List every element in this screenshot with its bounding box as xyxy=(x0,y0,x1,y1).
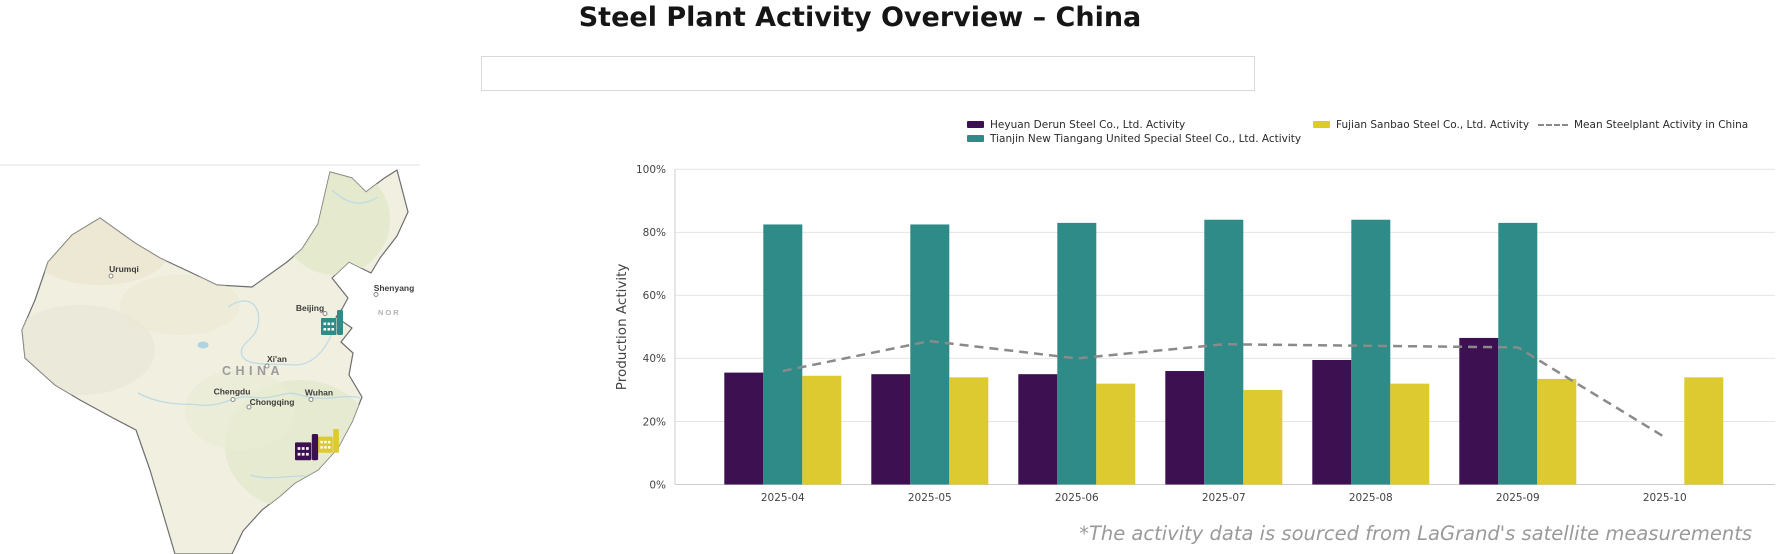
bar xyxy=(724,372,764,485)
bar xyxy=(763,224,803,485)
city-label: Urumqi xyxy=(109,264,139,274)
legend-swatch-fujian xyxy=(1313,121,1330,128)
x-tick-label: 2025-05 xyxy=(908,492,952,504)
legend-label: Fujian Sanbao Steel Co., Ltd. Activity xyxy=(1336,118,1530,131)
city-label: Wuhan xyxy=(305,388,333,398)
x-tick-label: 2025-08 xyxy=(1349,492,1393,504)
city-label: Chengdu xyxy=(214,387,251,397)
bar xyxy=(1096,383,1136,485)
legend-label: Tianjin New Tiangang United Special Stee… xyxy=(990,132,1302,145)
activity-bar-chart: 0% 20% 40% 60% 80% 100% 2025-04 2025-05 2025-06 2… xyxy=(614,164,1775,504)
factory-icon xyxy=(321,310,343,335)
city-dot xyxy=(108,273,114,279)
city-dot xyxy=(373,292,379,297)
bar xyxy=(1204,219,1244,485)
legend-swatch-tianjin xyxy=(967,135,984,142)
bar xyxy=(1351,219,1391,485)
legend-item-mean: Mean Steelplant Activity in China xyxy=(1538,118,1748,131)
y-axis-label: Production Activity xyxy=(614,264,630,391)
rivers xyxy=(137,189,379,479)
chart-legend: Heyuan Derun Steel Co., Ltd. Activity Ti… xyxy=(481,56,1748,145)
x-tick-label: 2025-09 xyxy=(1496,492,1540,504)
legend-swatch-heyuan xyxy=(967,121,984,128)
legend-item-heyuan: Heyuan Derun Steel Co., Ltd. Activity xyxy=(967,118,1185,131)
y-tick-label: 100% xyxy=(636,164,666,176)
page-title: Steel Plant Activity Overview – China xyxy=(578,2,1142,33)
legend-label: Mean Steelplant Activity in China xyxy=(1574,118,1749,131)
bar xyxy=(949,377,989,485)
neighbor-country-label: NOR xyxy=(378,308,401,317)
x-tick-label: 2025-06 xyxy=(1055,492,1099,504)
bar xyxy=(1684,377,1724,485)
bar xyxy=(1459,337,1499,485)
city-label: Chongqing xyxy=(250,397,295,407)
mean-line xyxy=(782,339,1666,439)
bar xyxy=(1390,383,1430,485)
dashed-line-icon xyxy=(1538,123,1568,126)
city-label: Beijing xyxy=(296,303,324,313)
bar xyxy=(1312,359,1352,485)
bar xyxy=(1057,222,1097,485)
x-tick-label: 2025-10 xyxy=(1643,492,1687,504)
city-dot xyxy=(246,404,252,410)
city-dot xyxy=(230,397,236,402)
lake xyxy=(197,341,209,349)
bar xyxy=(1537,378,1577,485)
bar xyxy=(910,224,950,485)
bar xyxy=(871,374,911,485)
city-dot xyxy=(308,397,314,402)
factory-icon xyxy=(295,434,319,461)
y-tick-label: 40% xyxy=(643,353,666,365)
bar xyxy=(1018,374,1058,485)
legend-item-fujian: Fujian Sanbao Steel Co., Ltd. Activity xyxy=(1313,118,1529,131)
source-footnote: *The activity data is sourced from LaGra… xyxy=(1079,522,1752,545)
y-tick-label: 0% xyxy=(649,479,666,491)
y-tick-label: 20% xyxy=(643,416,666,428)
country-label: CHINA xyxy=(222,364,284,378)
city-label: Xi'an xyxy=(267,354,287,364)
y-tick-label: 80% xyxy=(643,227,666,239)
bar xyxy=(1243,389,1283,485)
city-label: Shenyang xyxy=(374,283,415,293)
city-dot xyxy=(264,363,270,369)
china-map: CHINA NOR Urumqi Beijing Shenyang Xi'an Chengd… xyxy=(0,164,420,554)
y-tick-label: 60% xyxy=(643,290,666,302)
bar xyxy=(1165,371,1205,485)
city-dot xyxy=(322,311,328,316)
legend-label: Heyuan Derun Steel Co., Ltd. Activity xyxy=(990,118,1186,131)
bar xyxy=(802,375,842,485)
legend-item-tianjin: Tianjin New Tiangang United Special Stee… xyxy=(967,132,1301,145)
x-tick-label: 2025-07 xyxy=(1202,492,1246,504)
bar xyxy=(1498,222,1538,485)
factory-icon xyxy=(318,429,339,453)
x-tick-label: 2025-04 xyxy=(761,492,805,504)
